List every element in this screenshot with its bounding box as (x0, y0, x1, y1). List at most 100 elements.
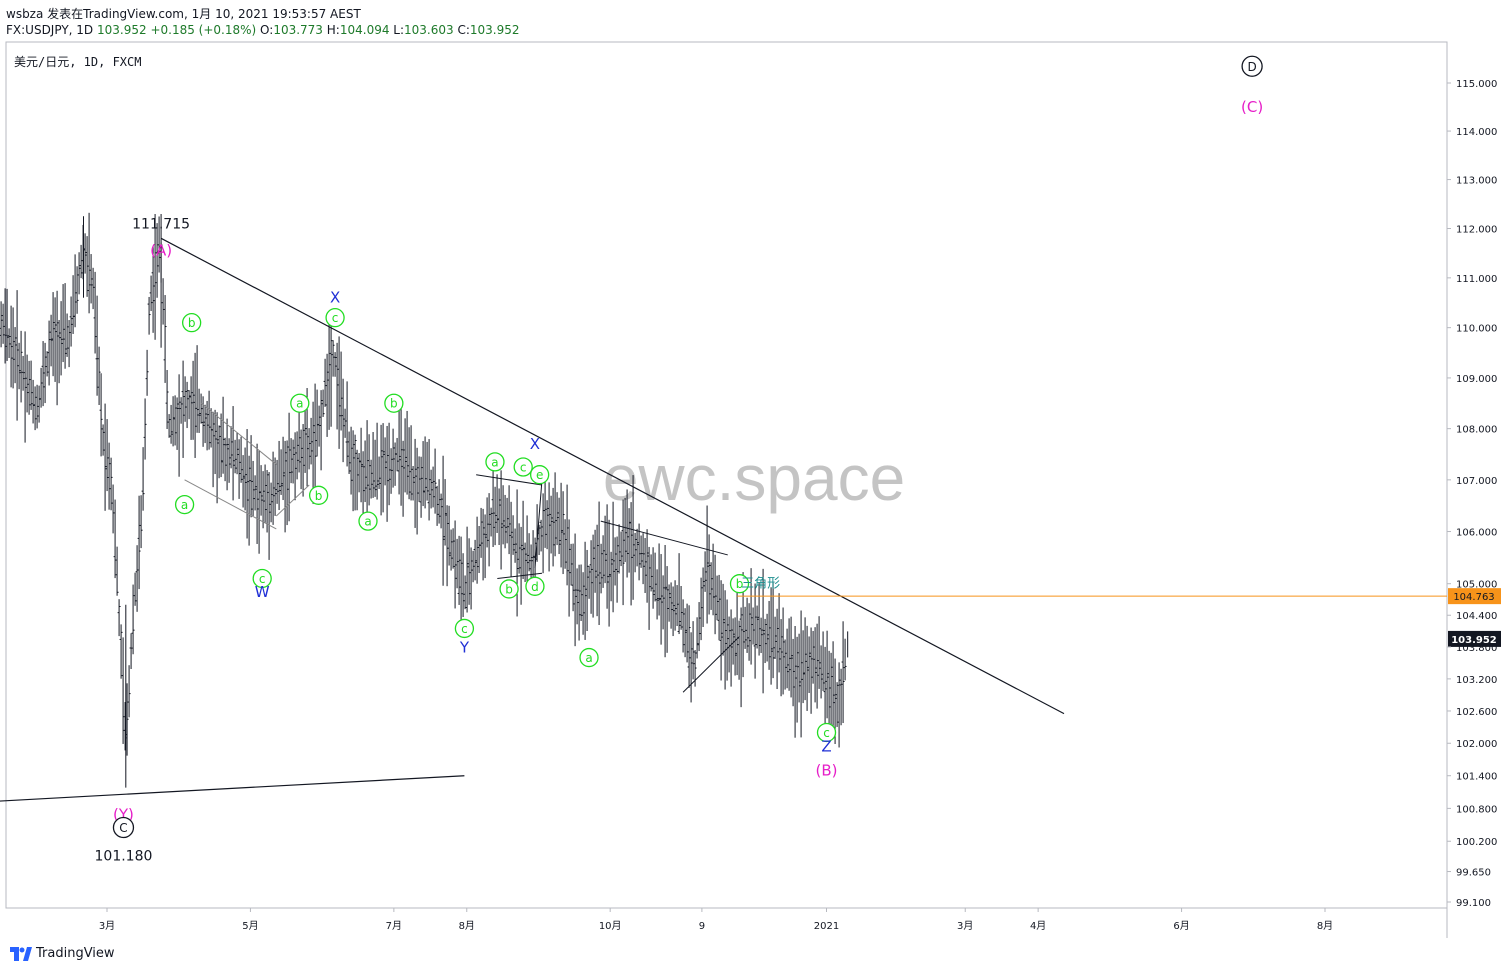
wave-d-label-circle (525, 576, 545, 596)
wave-d-label: d (531, 580, 539, 594)
wave-circled-C-circle (112, 816, 135, 839)
wave-c-label-circle (454, 618, 475, 639)
wave-X-label: X (330, 289, 340, 307)
x-tick-label: 9 (699, 921, 705, 932)
pattern-line[interactable] (476, 474, 543, 486)
y-tick-label: 101.400 (1456, 772, 1497, 783)
wave-a-label-circle (579, 647, 599, 668)
low-label: L: (393, 23, 405, 37)
candles (0, 212, 849, 788)
last-price-badge-text: 103.952 (1451, 635, 1497, 646)
x-tick-label: 6月 (1173, 920, 1189, 932)
wave-c-label-circle (513, 457, 533, 477)
wave-a-label-circle (358, 511, 378, 531)
x-tick-label: 4月 (1030, 920, 1046, 932)
pattern-line[interactable] (275, 484, 310, 517)
wave-a-label: a (585, 651, 592, 665)
time-axis[interactable]: 3月 5月 7月 8月 10月 9 2021 3月 4月 6月 8月 (99, 908, 1333, 932)
header-line-1: wsbza 发表在TradingView.com, 1月 10, 2021 19… (6, 7, 361, 21)
y-tick-label: 99.100 (1456, 898, 1491, 909)
wave-c-label: c (520, 461, 527, 475)
wave-c-label: c (823, 726, 830, 740)
watermark: ewc.space (603, 442, 905, 514)
y-tick-label: 112.000 (1456, 224, 1497, 235)
wave-a-label: a (364, 515, 371, 529)
symbol-label: FX:USDJPY, 1D (6, 23, 94, 37)
wave-B-label: (B) (816, 762, 838, 780)
pattern-line[interactable] (600, 520, 728, 556)
x-tick-label: 2021 (814, 921, 839, 932)
wave-circled-D: D (1247, 60, 1256, 74)
trend-line[interactable] (160, 237, 1065, 715)
high-label: H: (326, 23, 340, 37)
open-label: O: (260, 23, 274, 37)
wave-e-label: e (536, 468, 543, 482)
pattern-line[interactable] (200, 402, 277, 465)
x-tick-label: 8月 (459, 920, 475, 932)
low-price-label: 101.180 (95, 849, 153, 865)
wave-b-label-circle (499, 579, 519, 599)
footer-brand[interactable]: TradingView (10, 946, 115, 961)
y-tick-label: 109.000 (1456, 374, 1497, 385)
last-price-value: 103.952 (96, 23, 147, 37)
wave-b-label: b (505, 582, 513, 596)
y-tick-label: 113.000 (1456, 176, 1497, 187)
pattern-line[interactable] (534, 479, 543, 569)
wave-circled-D-circle (1241, 55, 1263, 77)
high-value: 104.094 (339, 23, 390, 37)
pattern-line[interactable] (497, 572, 543, 579)
y-tick-label: 104.400 (1456, 611, 1497, 622)
wave-b-label: b (315, 489, 323, 503)
footer-brand-label: TradingView (36, 946, 115, 961)
pattern-line[interactable] (682, 636, 740, 693)
wave-a-label-circle (290, 393, 310, 413)
wave-b-label: b (390, 397, 398, 411)
wave-a-label-circle (174, 494, 195, 515)
y-tick-label: 114.000 (1456, 127, 1497, 138)
y-tick-label: 102.600 (1456, 707, 1497, 718)
y-tick-label: 108.000 (1456, 425, 1497, 436)
wave-b-label-circle (181, 313, 202, 333)
wave-a-label-circle (485, 452, 505, 472)
y-tick-label: 106.000 (1456, 528, 1497, 539)
x-tick-label: 3月 (957, 920, 973, 932)
wave-A-label: (A) (150, 242, 172, 260)
pattern-line[interactable] (184, 479, 277, 530)
y-tick-label: 111.000 (1456, 274, 1497, 285)
y-tick-label: 103.200 (1456, 675, 1497, 686)
price-axis[interactable]: 115.000 114.000 113.000 112.000 111.000 110.0… (1447, 79, 1497, 909)
wave-C-label: (C) (1241, 98, 1263, 116)
x-tick-label: 3月 (99, 920, 115, 932)
open-value: 103.773 (273, 23, 323, 37)
overlays: 104.763 103.952 (0, 237, 1501, 803)
wave-W-label: W (255, 583, 270, 601)
wave-b-label: b (188, 316, 196, 330)
wave-c-label: c (332, 311, 339, 325)
wave-c-label-circle (325, 308, 345, 328)
header-line-2: FX:USDJPY, 1D 103.952 +0.185 (+0.18%) O:… (6, 23, 520, 37)
wave-a-label: a (296, 397, 303, 411)
wave-b-label-circle (308, 485, 329, 505)
wave-b-label-circle (729, 574, 750, 594)
y-tick-label: 102.000 (1456, 739, 1497, 750)
x-tick-label: 10月 (599, 920, 622, 932)
x-tick-label: 5月 (242, 920, 258, 932)
wave-Z-label: Z (821, 737, 831, 755)
x-tick-label: 7月 (386, 920, 402, 932)
wave-c-label-circle (252, 568, 272, 589)
level-price-badge (1448, 588, 1501, 605)
x-tick-label: 8月 (1317, 920, 1333, 932)
wave-b-label-circle (384, 393, 404, 413)
close-label: C: (457, 23, 470, 37)
wave-X-label: X (530, 435, 540, 453)
y-tick-label: 107.000 (1456, 476, 1497, 487)
tradingview-logo-icon (10, 946, 32, 961)
trend-line[interactable] (0, 775, 465, 803)
chart-legend: 美元/日元, 1D, FXCM (14, 55, 141, 69)
wave-a-label: a (491, 455, 498, 469)
y-tick-label: 105.000 (1456, 580, 1497, 591)
wave-a-label: a (181, 498, 188, 512)
wave-b-label: b (736, 577, 744, 591)
